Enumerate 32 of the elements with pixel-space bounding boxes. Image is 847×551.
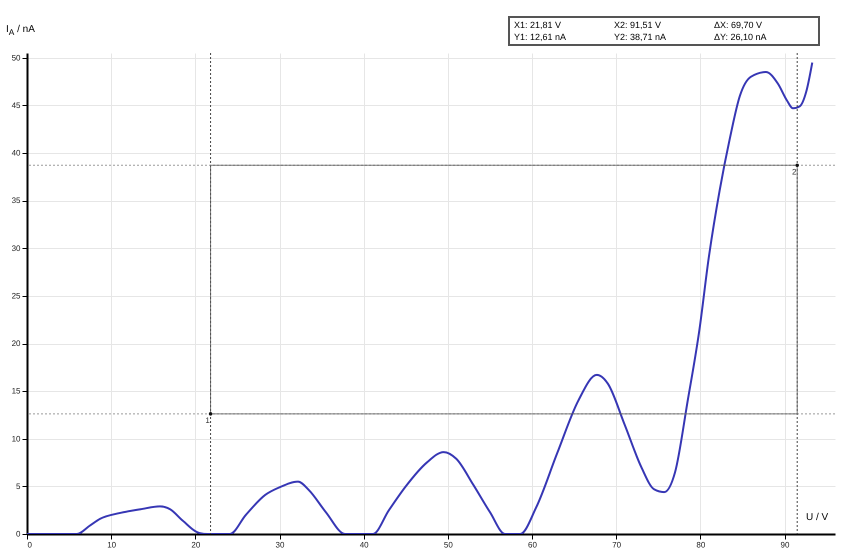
text: Y2: 38,71 nA (614, 32, 668, 42)
x-tick-label: 20 (191, 540, 201, 550)
x-tick-label: 10 (107, 540, 117, 550)
x-tick-label: 70 (612, 540, 622, 550)
y-axis-title: I$_{A}$ / nA (6, 24, 35, 37)
y-tick-label: 50 (12, 53, 22, 62)
y-tick-label: 20 (12, 339, 22, 348)
y-tick-label: 25 (12, 291, 22, 300)
x-axis-title: U / V (806, 512, 828, 523)
text: ΔY: 26,10 nA (714, 32, 768, 42)
annotation: 2 (792, 167, 797, 176)
y-tick-label: 0 (16, 530, 22, 538)
x-tick-label: 30 (276, 540, 285, 550)
text: ΔX: 69,70 V (714, 20, 764, 30)
x-tick-label: 40 (360, 540, 370, 550)
y-tick-label: 35 (12, 196, 22, 206)
y-tick-label: 10 (12, 434, 22, 444)
x-tick-label: 90 (780, 540, 790, 550)
y-tick-label: 40 (12, 148, 22, 158)
y-tick-label: 5 (16, 482, 22, 491)
text: Y1: 12,61 nA (514, 32, 568, 42)
text: X2: 91,51 V (614, 20, 662, 30)
y-tick-label: 15 (12, 386, 22, 396)
x-tick-label: 80 (696, 540, 706, 550)
line-series (27, 62, 814, 534)
y-tick-label: 30 (12, 244, 22, 253)
text: X1: 21,81 V (514, 20, 562, 30)
x-tick-label: 0 (28, 540, 32, 550)
x-tick-label: 50 (444, 540, 454, 550)
annotation: 1 (205, 416, 210, 425)
x-tick-label: 60 (528, 540, 538, 550)
y-tick-label: 45 (12, 100, 22, 110)
